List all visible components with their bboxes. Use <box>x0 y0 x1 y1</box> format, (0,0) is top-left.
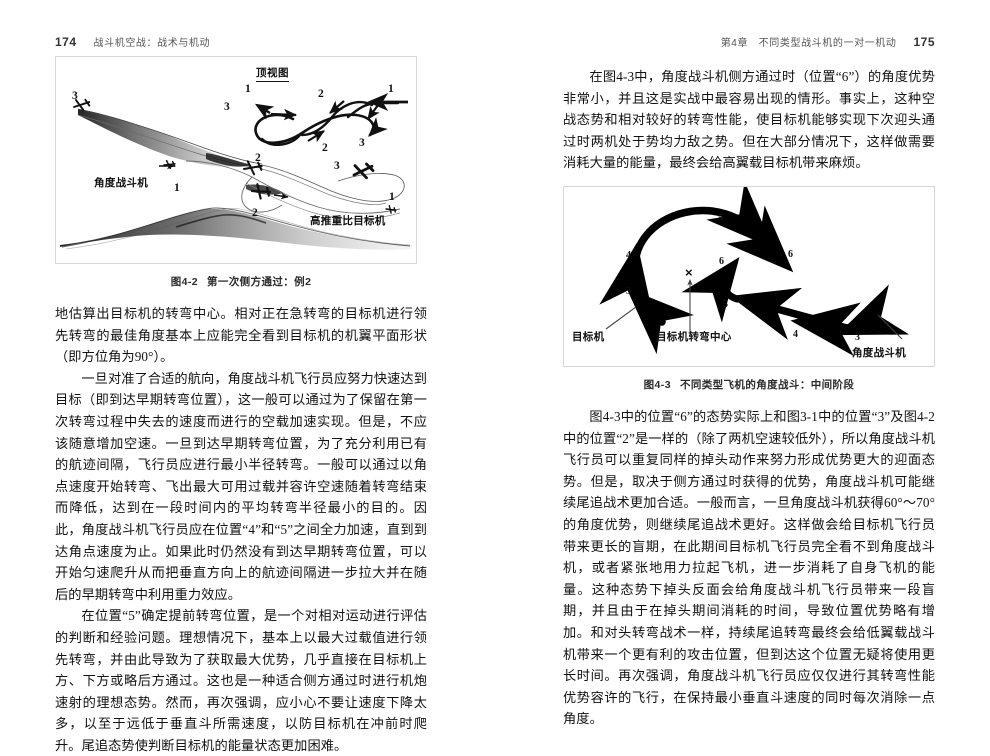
aircraft-pos3-left <box>73 98 91 112</box>
label-topview-pos-3a: 3 <box>224 101 230 113</box>
leader-line-target <box>605 306 637 330</box>
top-view-diagram <box>254 93 408 146</box>
running-head-left: 174 战斗机空战：战术与机动 <box>55 34 427 56</box>
label-main-pos-2-upper: 2 <box>255 152 261 164</box>
paragraph-r1: 在图4-3中，角度战斗机侧方通过时（位置“6”）的角度优势非常小，并且这是实战中… <box>563 69 935 171</box>
paragraph-l1: 地估算出目标机的转弯中心。相对正在急转弯的目标机进行领先转弯的最佳角度基本上应能… <box>55 306 427 365</box>
label-fighter-pos-5: 5 <box>723 298 728 310</box>
label-high-twr-target: 高推重比目标机 <box>310 215 386 227</box>
page-right: 第4章 不同类型战斗机的一对一机动 175 在图4-3中，角度战斗机侧方通过时（… <box>495 0 990 726</box>
label-target-pos-3: 3 <box>626 285 631 297</box>
figure-4-3-artwork <box>599 186 910 357</box>
leader-line-fighter <box>877 314 903 340</box>
angle-fighter-track <box>77 108 405 205</box>
figure-4-3-caption-text: 不同类型飞机的角度战斗：中间阶段 <box>679 378 855 391</box>
page-number-left: 174 <box>55 35 77 49</box>
label-target-aircraft: 目标机 <box>572 330 605 343</box>
aircraft-pos2-upper <box>243 160 263 176</box>
label-topview-pos-1b: 1 <box>388 83 394 95</box>
label-topview-pos-3b: 3 <box>359 137 365 149</box>
label-main-pos-1: 1 <box>174 182 180 194</box>
label-topview-pos-1a: 1 <box>245 83 251 95</box>
aircraft-pos2-lower <box>250 183 272 200</box>
label-angle-fighter-fig3: 角度战斗机 <box>852 346 906 359</box>
figure-4-2: 顶视图 1 1 2 2 3 3 3 角度战斗机 1 2 2 3 1 高推重比目标… <box>55 56 427 291</box>
figure-4-3-frame: 4 3 5 6 6 5 4 3 × 目标机 目标机转弯中心 角度战斗机 <box>563 185 935 367</box>
label-fighter-pos-4: 4 <box>793 328 798 340</box>
label-topview-pos-2b: 2 <box>322 142 328 154</box>
page-left: 174 战斗机空战：战术与机动 <box>0 0 495 753</box>
running-head-right: 第4章 不同类型战斗机的一对一机动 175 <box>563 34 935 56</box>
target-aircraft-path <box>599 186 794 355</box>
right-body-text-top: 在图4-3中，角度战斗机侧方通过时（位置“6”）的角度优势非常小，并且这是实战中… <box>563 66 935 174</box>
figure-4-2-artwork <box>60 93 412 250</box>
running-head-title-right: 第4章 不同类型战斗机的一对一机动 <box>720 38 897 49</box>
label-target-pos-5: 5 <box>718 212 723 224</box>
turn-center-x-icon: × <box>685 264 693 280</box>
right-body-text-bottom: 图4-3中的位置“6”的态势实际上和图3-1中的位置“3”及图4-2中的位置“2… <box>563 406 935 730</box>
paragraph-l2: 一旦对准了合适的航向，角度战斗机飞行员应努力快速达到目标（即到达早期转弯位置），… <box>55 370 427 602</box>
label-turn-center: 目标机转弯中心 <box>656 330 732 343</box>
label-target-pos-6: 6 <box>788 248 793 260</box>
figure-4-2-caption-text: 第一次侧方通过：例2 <box>206 276 312 288</box>
terrain <box>60 207 412 250</box>
label-angle-fighter: 角度战斗机 <box>94 177 148 189</box>
label-main-pos-1-target: 1 <box>389 191 395 203</box>
paragraph-r2: 图4-3中的位置“6”的态势实际上和图3-1中的位置“3”及图4-2中的位置“2… <box>563 408 935 727</box>
angle-fighter-path <box>681 256 910 357</box>
left-body-text: 地估算出目标机的转弯中心。相对正在急转弯的目标机进行领先转弯的最佳角度基本上应能… <box>55 303 427 756</box>
running-head-title-left: 战斗机空战：战术与机动 <box>93 38 211 49</box>
figure-4-3-caption: 图4-3 不同类型飞机的角度战斗：中间阶段 <box>563 367 935 394</box>
figure-4-2-caption: 图4-2 第一次侧方通过：例2 <box>55 264 427 291</box>
figure-4-2-caption-number: 图4-2 <box>170 276 198 288</box>
label-main-pos-2-lower: 2 <box>252 207 258 219</box>
paragraph-l3: 在位置“5”确定提前转弯位置，是一个对相对运动进行评估的判断和经验问题。理想情况… <box>55 608 427 753</box>
aircraft-pos3-right <box>352 162 375 180</box>
label-fighter-pos-3: 3 <box>855 331 860 343</box>
label-topview-pos-2a: 2 <box>318 88 324 100</box>
figure-4-2-frame: 顶视图 1 1 2 2 3 3 3 角度战斗机 1 2 2 3 1 高推重比目标… <box>55 56 417 264</box>
figure-4-3: 4 3 5 6 6 5 4 3 × 目标机 目标机转弯中心 角度战斗机 图4-3… <box>563 185 935 394</box>
page-number-right: 175 <box>913 35 935 49</box>
aircraft-pos1-target <box>385 205 397 214</box>
aircraft-pos1-fighter <box>163 159 176 170</box>
label-target-pos-4: 4 <box>626 249 631 261</box>
label-fighter-pos-6: 6 <box>719 255 724 267</box>
figure-4-3-caption-number: 图4-3 <box>643 378 671 391</box>
label-main-pos-3-right: 3 <box>334 160 340 172</box>
label-main-pos-3: 3 <box>72 90 78 102</box>
label-top-view-title: 顶视图 <box>256 65 289 82</box>
